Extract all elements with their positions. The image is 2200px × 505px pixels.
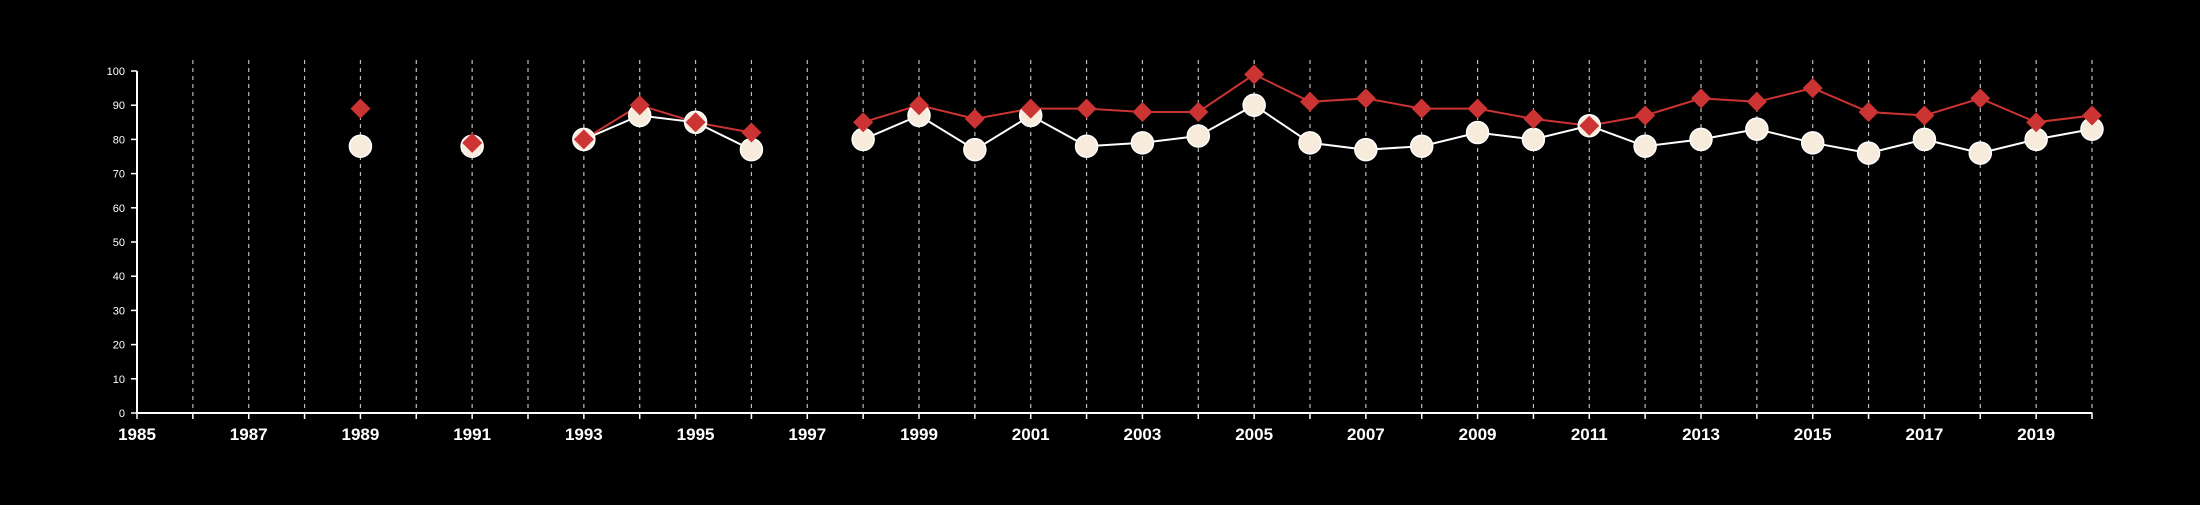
series-1-point-2018 — [1968, 141, 1993, 165]
y-tick-label-100: 100 — [107, 66, 125, 78]
x-tick-label-2009: 2009 — [1459, 425, 1497, 444]
y-tick-label-10: 10 — [113, 374, 125, 386]
x-tick-label-2007: 2007 — [1347, 425, 1385, 444]
y-tick-label-70: 70 — [113, 169, 125, 181]
series-1-point-2016 — [1856, 141, 1881, 165]
series-2-point-2011 — [1579, 115, 1600, 136]
series-2-line-3 — [583, 104, 752, 141]
series-1-point-2017 — [1912, 127, 1937, 152]
series-2-point-1993 — [573, 129, 594, 150]
y-tick-label-90: 90 — [113, 100, 125, 112]
series-2-point-2000 — [964, 108, 985, 129]
series-1-point-2014 — [1745, 117, 1769, 141]
series-1-point-2002 — [1074, 134, 1099, 158]
series-1-point-2003 — [1130, 131, 1155, 155]
x-tick-label-2017: 2017 — [1906, 425, 1944, 444]
series-1-point-2012 — [1633, 134, 1657, 158]
x-tick-label-2003: 2003 — [1124, 425, 1162, 444]
series-2-point-1989 — [350, 98, 371, 119]
series-1-point-1989 — [348, 134, 373, 158]
series-2-point-2019 — [2026, 112, 2047, 133]
series-2-point-2016 — [1858, 102, 1879, 123]
y-tick-label-60: 60 — [113, 203, 125, 215]
series-2-point-2005 — [1244, 64, 1265, 85]
series-1-point-2000 — [963, 137, 987, 162]
series-1-line-3 — [583, 114, 752, 151]
series-2-point-1994 — [629, 95, 650, 116]
x-tick-label-1999: 1999 — [900, 425, 938, 444]
series-2-point-2007 — [1355, 88, 1376, 109]
x-tick-label-2019: 2019 — [2017, 425, 2055, 444]
series-1-point-2015 — [1800, 131, 1825, 155]
x-tick-label-2005: 2005 — [1235, 425, 1273, 444]
series-2-point-1995 — [685, 112, 706, 133]
series-layer — [348, 64, 2104, 165]
x-tick-label-1997: 1997 — [788, 425, 826, 444]
series-2-point-2009 — [1467, 98, 1488, 119]
y-tick-label-20: 20 — [113, 340, 125, 352]
series-1-point-2004 — [1186, 124, 1211, 148]
series-2-point-2004 — [1188, 102, 1209, 123]
y-tick-label-80: 80 — [113, 134, 125, 146]
series-2-point-2013 — [1691, 88, 1711, 109]
series-1-point-2013 — [1689, 127, 1713, 152]
series-2-point-2008 — [1411, 98, 1432, 119]
series-1-point-2008 — [1409, 134, 1434, 158]
series-2-point-2015 — [1802, 78, 1823, 99]
x-tick-label-2011: 2011 — [1571, 425, 1608, 444]
series-2-point-1991 — [462, 132, 483, 153]
x-tick-label-2001: 2001 — [1012, 425, 1050, 444]
axis-layer: 0 10 20 30 40 50 60 70 80 90 100 1985 1987 1989 1991 19… — [107, 66, 2093, 444]
series-1-point-2007 — [1354, 137, 1378, 162]
series-2-point-2017 — [1914, 105, 1935, 126]
series-2-point-2018 — [1970, 88, 1991, 109]
x-tick-label-1995: 1995 — [677, 425, 715, 444]
series-2-point-1999 — [909, 95, 929, 116]
y-tick-label-50: 50 — [113, 237, 125, 249]
series-2-point-2001 — [1020, 98, 1041, 119]
x-tick-label-1985: 1985 — [118, 425, 156, 444]
series-2-point-2010 — [1523, 108, 1544, 129]
y-tick-label-40: 40 — [113, 271, 125, 283]
series-2-point-2012 — [1635, 105, 1656, 126]
series-2-point-2014 — [1746, 91, 1767, 112]
x-tick-label-1989: 1989 — [342, 425, 380, 444]
y-tick-label-0: 0 — [119, 408, 125, 420]
series-2-point-1996 — [741, 122, 762, 143]
series-1-point-2005 — [1242, 93, 1266, 117]
series-2-point-2002 — [1076, 98, 1097, 119]
series-2-point-2003 — [1132, 102, 1153, 123]
x-tick-label-1993: 1993 — [565, 425, 603, 444]
x-tick-label-1991: 1991 — [453, 425, 491, 444]
series-1-point-2009 — [1465, 120, 1490, 145]
series-2-point-1998 — [853, 112, 874, 133]
y-tick-label-30: 30 — [113, 305, 125, 317]
series-2-point-2006 — [1300, 91, 1320, 112]
series-1-point-2010 — [1521, 127, 1546, 152]
series-1-point-2006 — [1298, 131, 1322, 155]
x-tick-label-2015: 2015 — [1794, 425, 1832, 444]
series-2-point-2020 — [2082, 105, 2102, 126]
x-tick-label-2013: 2013 — [1682, 425, 1720, 444]
x-tick-label-1987: 1987 — [230, 425, 268, 444]
